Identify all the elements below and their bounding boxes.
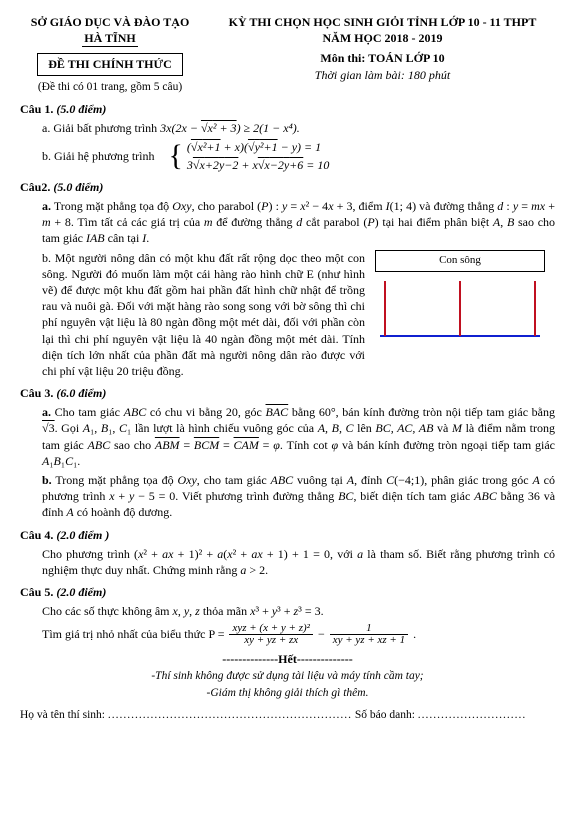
- q2-head: Câu2.: [20, 180, 50, 194]
- q4-points: (2.0 điểm ): [56, 528, 109, 542]
- q5-l2: Tìm giá trị nhỏ nhất của biểu thức P = x…: [20, 623, 555, 647]
- exam-header: SỞ GIÁO DỤC VÀ ĐÀO TẠO HÀ TĨNH ĐỀ THI CH…: [20, 14, 555, 95]
- exam-title: KỲ THI CHỌN HỌC SINH GIỎI TỈNH LỚP 10 - …: [210, 14, 555, 30]
- river-label: Con sông: [375, 250, 545, 272]
- end-marker: --------------Hết--------------: [20, 651, 555, 667]
- official-box: ĐỀ THI CHÍNH THỨC: [37, 53, 182, 75]
- name-label: Họ và tên thí sinh:: [20, 709, 105, 721]
- q1-head: Câu 1.: [20, 102, 53, 116]
- page-note: (Đề thi có 01 trang, gồm 5 câu): [20, 80, 200, 96]
- brace-icon: {: [169, 144, 183, 168]
- q2-diagram: Con sông: [375, 250, 555, 346]
- q2a: a. Trong mặt phẳng tọa độ Oxy, cho parab…: [20, 198, 555, 247]
- q2b: b. Một người nông dân có một khu đất rất…: [42, 250, 365, 380]
- question-5: Câu 5. (2.0 điểm) Cho các số thực không …: [20, 584, 555, 646]
- candidate-line: Họ và tên thí sinh: ....................…: [20, 708, 555, 724]
- q4-head: Câu 4.: [20, 528, 53, 542]
- question-2: Câu2. (5.0 điểm) a. Trong mặt phẳng tọa …: [20, 179, 555, 379]
- q1b: b. Giải hệ phương trình { (√x²+1 + x)(√y…: [20, 139, 555, 172]
- header-right: KỲ THI CHỌN HỌC SINH GIỎI TỈNH LỚP 10 - …: [210, 14, 555, 95]
- question-1: Câu 1. (5.0 điểm) a. Giải bất phương trì…: [20, 101, 555, 173]
- time-line: Thời gian làm bài: 180 phút: [210, 67, 555, 83]
- q5-frac1-den: xy + yz + zx: [229, 635, 312, 647]
- id-dots: ............................: [418, 709, 527, 721]
- q4-body: Cho phương trình (x² + ax + 1)² + a(x² +…: [20, 546, 555, 578]
- q1b-lead: b. Giải hệ phương trình: [42, 148, 155, 164]
- q1a: a. Giải bất phương trình 3x(2x − √x² + 3…: [20, 120, 555, 136]
- q5-lead: Tìm giá trị nhỏ nhất của biểu thức P =: [42, 626, 227, 640]
- q3-points: (6.0 điểm): [56, 386, 106, 400]
- q3b: b. Trong mặt phẳng tọa độ Oxy, cho tam g…: [20, 472, 555, 521]
- school-year: NĂM HỌC 2018 - 2019: [210, 30, 555, 46]
- q1b-eq2: 3√x+2y−2 + x√x−2y+6 = 10: [187, 157, 329, 173]
- q1a-lead: a. Giải bất phương trình: [42, 121, 160, 135]
- q5-tail: .: [413, 626, 416, 640]
- q3a: a. Cho tam giác ABC có chu vi bằng 20, g…: [20, 404, 555, 469]
- q5-sep: −: [318, 626, 328, 640]
- q5-points: (2.0 điểm): [56, 585, 106, 599]
- q5-l1: Cho các số thực không âm x, y, z thỏa mã…: [20, 603, 555, 619]
- q1b-system: (√x²+1 + x)(√y²+1 − y) = 1 3√x+2y−2 + x√…: [187, 139, 329, 172]
- q1-points: (5.0 điểm): [56, 102, 106, 116]
- q1a-eq: 3x(2x − √x² + 3) ≥ 2(1 − x⁴).: [160, 121, 300, 135]
- q5-head: Câu 5.: [20, 585, 53, 599]
- subject-line: Môn thi: TOÁN LỚP 10: [210, 50, 555, 66]
- question-4: Câu 4. (2.0 điểm ) Cho phương trình (x² …: [20, 527, 555, 579]
- q1b-eq1: (√x²+1 + x)(√y²+1 − y) = 1: [187, 139, 329, 155]
- question-3: Câu 3. (6.0 điểm) a. Cho tam giác ABC có…: [20, 385, 555, 521]
- id-label: Số báo danh:: [355, 709, 415, 721]
- dept-line: SỞ GIÁO DỤC VÀ ĐÀO TẠO: [20, 14, 200, 30]
- end-note2: -Giám thị không giải thích gì thêm.: [20, 686, 555, 702]
- fence-diagram: [375, 276, 545, 346]
- name-dots: ........................................…: [108, 709, 352, 721]
- end-note1: -Thí sinh không được sử dụng tài liệu và…: [20, 669, 555, 685]
- header-left: SỞ GIÁO DỤC VÀ ĐÀO TẠO HÀ TĨNH ĐỀ THI CH…: [20, 14, 200, 95]
- q5-frac2-den: xy + yz + xz + 1: [330, 635, 408, 647]
- q5-frac2: 1 xy + yz + xz + 1: [330, 623, 408, 647]
- province-line: HÀ TĨNH: [82, 30, 137, 47]
- q3-head: Câu 3.: [20, 386, 53, 400]
- q5-frac1: xyz + (x + y + z)² xy + yz + zx: [229, 623, 312, 647]
- q2-points: (5.0 điểm): [53, 180, 103, 194]
- q2b-row: b. Một người nông dân có một khu đất rất…: [20, 250, 555, 380]
